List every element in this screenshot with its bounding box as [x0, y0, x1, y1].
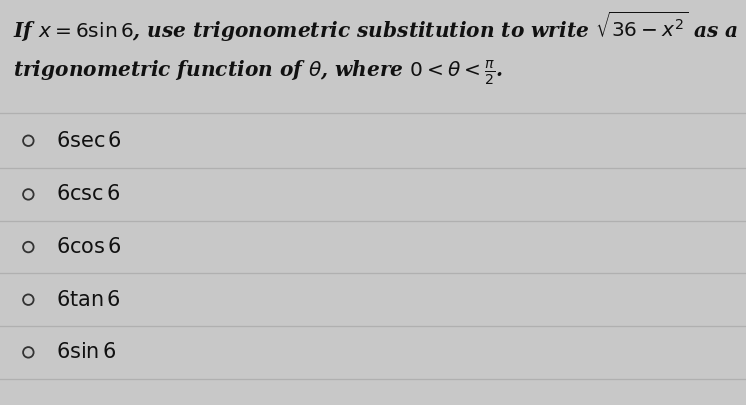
Text: $6\sin 6$: $6\sin 6$: [56, 342, 116, 362]
Text: trigonometric function of $\theta$, where $0 < \theta < \frac{\pi}{2}$.: trigonometric function of $\theta$, wher…: [13, 59, 504, 87]
Text: $6\csc 6$: $6\csc 6$: [56, 184, 120, 205]
Text: $6\sec 6$: $6\sec 6$: [56, 131, 122, 151]
Text: $6\tan 6$: $6\tan 6$: [56, 290, 121, 310]
Text: $6\cos 6$: $6\cos 6$: [56, 237, 122, 257]
Text: If $x = 6\sin 6$, use trigonometric substitution to write $\sqrt{36 - x^2}$ as a: If $x = 6\sin 6$, use trigonometric subs…: [13, 10, 739, 44]
